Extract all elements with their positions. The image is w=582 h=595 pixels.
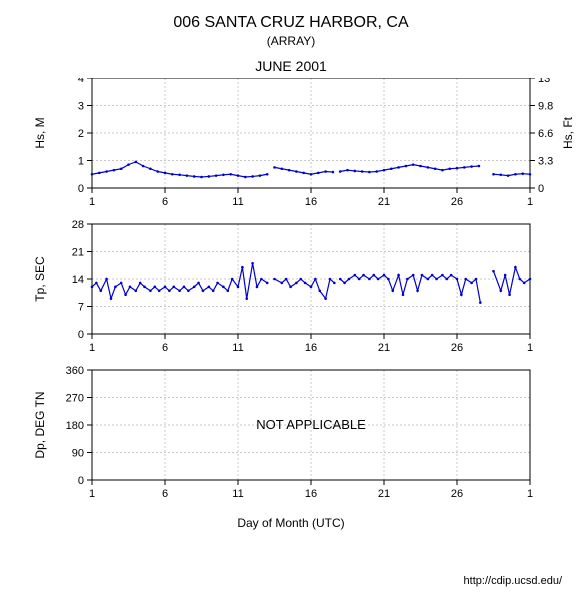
svg-text:21: 21	[378, 196, 390, 208]
svg-text:1: 1	[89, 196, 95, 208]
svg-text:6: 6	[162, 488, 168, 500]
svg-text:26: 26	[451, 196, 463, 208]
chart-plot-title: JUNE 2001	[0, 58, 582, 74]
svg-text:1: 1	[527, 196, 533, 208]
svg-text:2: 2	[78, 128, 84, 140]
chart-container: 006 SANTA CRUZ HARBOR, CA (ARRAY) JUNE 2…	[0, 14, 582, 595]
svg-text:21: 21	[378, 342, 390, 354]
svg-text:16: 16	[305, 488, 317, 500]
x-axis-label: Day of Month (UTC)	[0, 516, 582, 530]
svg-text:11: 11	[232, 196, 243, 208]
svg-text:6: 6	[162, 196, 168, 208]
svg-text:Hs, Ft: Hs, Ft	[561, 116, 575, 149]
chart-subtitle: (ARRAY)	[0, 34, 582, 48]
svg-text:1: 1	[78, 156, 84, 168]
svg-text:3: 3	[78, 101, 84, 113]
svg-text:7: 7	[78, 302, 84, 314]
svg-text:270: 270	[66, 393, 84, 405]
svg-text:26: 26	[451, 342, 463, 354]
svg-text:Hs, M: Hs, M	[33, 117, 47, 148]
svg-text:0: 0	[78, 183, 84, 195]
svg-text:28: 28	[72, 219, 84, 231]
svg-text:3.3: 3.3	[538, 156, 553, 168]
svg-text:4: 4	[78, 78, 84, 85]
svg-text:360: 360	[66, 365, 84, 377]
svg-text:1: 1	[89, 488, 95, 500]
svg-text:21: 21	[378, 488, 390, 500]
svg-text:14: 14	[72, 274, 84, 286]
chart-title: 006 SANTA CRUZ HARBOR, CA	[0, 14, 582, 32]
svg-text:0: 0	[538, 183, 544, 195]
svg-text:11: 11	[232, 488, 243, 500]
svg-text:1: 1	[527, 342, 533, 354]
svg-text:0: 0	[78, 329, 84, 341]
svg-text:Dp, DEG TN: Dp, DEG TN	[33, 391, 47, 458]
chart-svg: 0123403.36.69.81316111621261Hs, MHs, Ft0…	[0, 78, 582, 510]
svg-text:180: 180	[66, 420, 84, 432]
svg-text:1: 1	[89, 342, 95, 354]
svg-text:6.6: 6.6	[538, 128, 553, 140]
svg-text:26: 26	[451, 488, 463, 500]
svg-text:NOT APPLICABLE: NOT APPLICABLE	[256, 417, 366, 432]
svg-text:13: 13	[538, 78, 550, 85]
svg-text:90: 90	[72, 448, 84, 460]
svg-text:0: 0	[78, 475, 84, 487]
svg-text:6: 6	[162, 342, 168, 354]
svg-text:1: 1	[527, 488, 533, 500]
svg-text:Tp, SEC: Tp, SEC	[33, 256, 47, 302]
svg-text:16: 16	[305, 342, 317, 354]
svg-text:9.8: 9.8	[538, 101, 553, 113]
svg-text:16: 16	[305, 196, 317, 208]
svg-text:11: 11	[232, 342, 243, 354]
svg-text:21: 21	[72, 247, 84, 259]
footer-url: http://cdip.ucsd.edu/	[464, 575, 562, 587]
